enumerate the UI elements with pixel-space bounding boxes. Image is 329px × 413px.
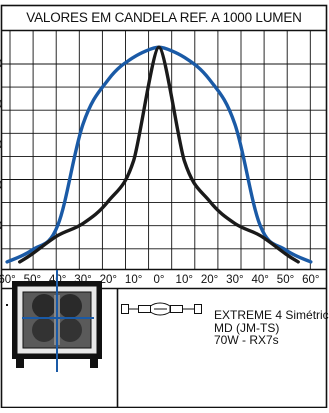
- x-tick-label: 20°: [201, 274, 218, 286]
- x-tick-label: 10°: [176, 274, 193, 286]
- series-line-blue: [5, 45, 313, 264]
- x-tick-label: 0°: [153, 274, 164, 286]
- y-tick-label: 0: [0, 137, 2, 151]
- lamp-end-left: [121, 304, 129, 314]
- fixture-lamp-type: MD (JM-TS): [214, 320, 280, 335]
- chart-title: VALORES EM CANDELA REF. A 1000 LUMEN: [26, 10, 302, 25]
- x-tick-label: 20°: [100, 274, 117, 286]
- x-tick-label: 40°: [251, 274, 268, 286]
- x-tick-label: 10°: [125, 274, 142, 286]
- lamp-cap-left: [138, 305, 151, 313]
- y-tick-label: 0: [0, 97, 2, 111]
- bracket-foot-right: [90, 358, 98, 368]
- series-line-black: [18, 45, 300, 264]
- reflector-left-top: [32, 294, 56, 318]
- luminaire-icon: [6, 270, 102, 372]
- reflector-right-bottom: [58, 318, 82, 342]
- curves: [5, 45, 313, 264]
- y-tick-label: 0: [0, 56, 2, 70]
- chart-grid: [2, 31, 326, 269]
- x-tick-label: 50°: [277, 274, 294, 286]
- y-tick-labels: 0 0 0 0 0: [0, 56, 2, 232]
- reflector-left-bottom: [32, 318, 56, 342]
- reflector-right-top: [58, 294, 82, 318]
- lamp-end-right: [194, 304, 202, 314]
- bracket-foot-left: [16, 358, 24, 368]
- x-tick-label: 60°: [0, 274, 16, 286]
- lamp-icon: [121, 302, 202, 316]
- fixture-model: EXTREME 4 Simétrico: [214, 308, 329, 322]
- y-tick-label: 0: [0, 218, 2, 232]
- lamp-cap-right: [170, 305, 183, 313]
- x-tick-label: 30°: [226, 274, 243, 286]
- fixture-power: 70W - RX7s: [214, 333, 279, 347]
- y-tick-label: 0: [0, 178, 2, 192]
- fixture-description: EXTREME 4 Simétrico MD (JM-TS) 70W - RX7…: [214, 308, 329, 347]
- x-tick-label: 60°: [302, 274, 319, 286]
- mount-bracket-left: [6, 304, 8, 306]
